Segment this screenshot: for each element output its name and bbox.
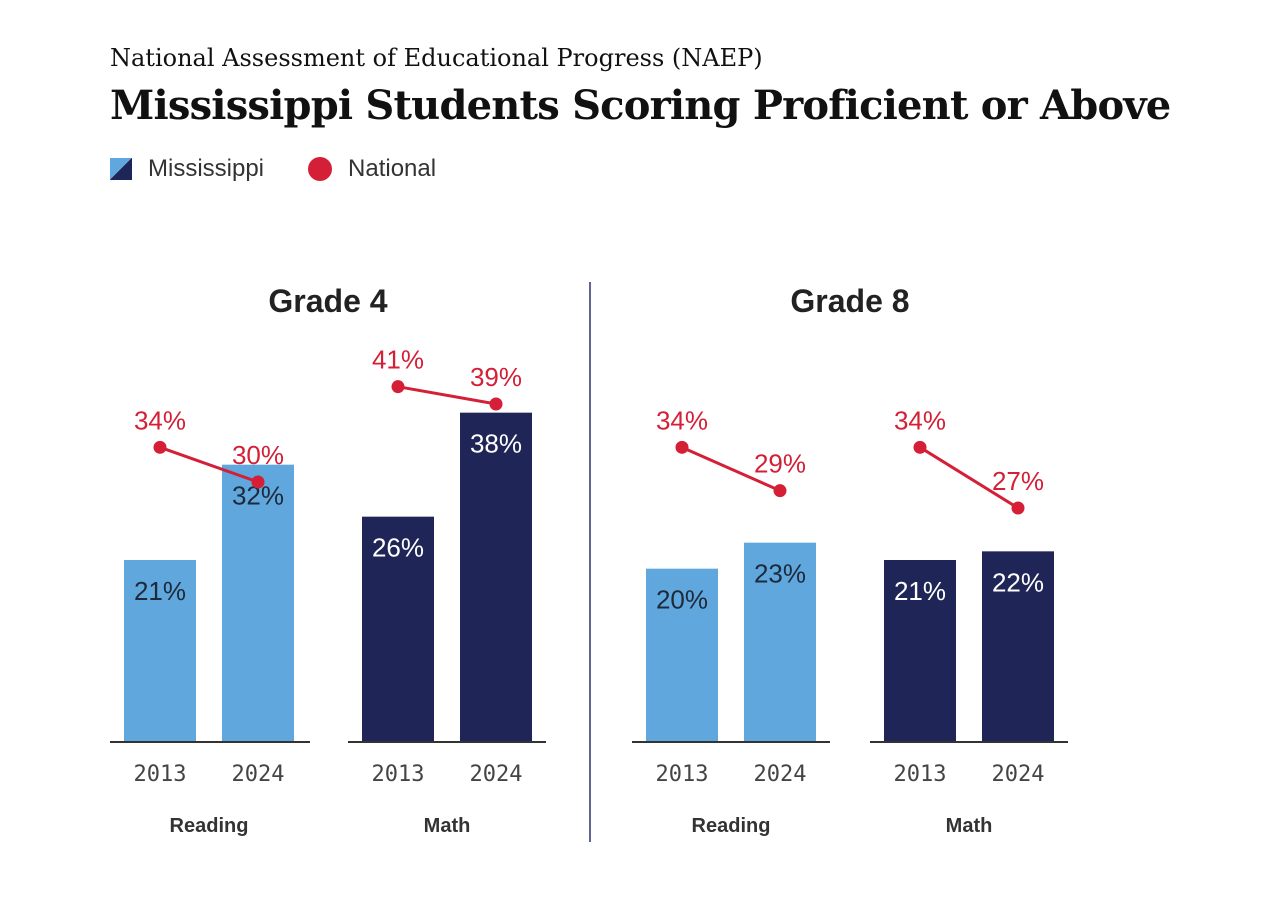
group-label-grade-8-reading: Reading [692,815,771,837]
bar-grade-8-reading-2013 [646,568,718,742]
bar-grade-4-math-2024 [460,412,532,742]
national-point-grade-8-reading-2024 [773,484,787,498]
tick-label-grade-8-reading-2024: 2024 [754,762,807,787]
bar-grade-8-reading-2024 [744,542,816,742]
group-label-grade-8-math: Math [946,815,993,837]
legend-label-national: National [348,155,437,182]
tick-label-grade-4-math-2013: 2013 [372,762,425,787]
tick-label-grade-4-reading-2013: 2013 [134,762,187,787]
national-label-grade-8-math-2013: 34% [894,405,946,435]
tick-label-grade-4-reading-2024: 2024 [232,762,285,787]
bar-label-grade-8-reading-2013: 20% [656,585,708,615]
tick-label-grade-8-reading-2013: 2013 [656,762,709,787]
national-point-grade-8-math-2024 [1011,501,1025,515]
national-point-grade-4-reading-2024 [251,475,265,489]
group-label-grade-4-reading: Reading [170,815,249,837]
bar-grade-4-reading-2013 [124,560,196,742]
national-line-grade-8-reading [681,445,781,493]
national-line-grade-4-reading [159,445,259,484]
tick-label-grade-4-math-2024: 2024 [470,762,523,787]
bar-grade-8-math-2024 [982,551,1054,742]
panel-title-grade-8: Grade 8 [790,283,909,319]
national-label-grade-4-math-2013: 41% [372,345,424,375]
bar-grade-4-math-2013 [362,516,434,742]
national-line-grade-8-math [919,446,1019,510]
national-point-grade-8-reading-2013 [675,440,689,454]
chart-subtitle: National Assessment of Educational Progr… [110,44,763,72]
group-label-grade-4-math: Math [424,815,471,837]
bar-grade-4-reading-2024 [222,464,294,742]
legend-dot-icon [308,157,333,181]
bar-label-grade-4-math-2024: 38% [470,429,522,459]
legend-item-mississippi: Mississippi [110,155,264,183]
panel-title-grade-4: Grade 4 [268,283,387,319]
bar-label-grade-8-reading-2024: 23% [754,559,806,589]
national-point-grade-4-reading-2013 [153,440,167,454]
national-label-grade-8-reading-2013: 34% [656,405,708,435]
chart-title: Mississippi Students Scoring Proficient … [110,82,1171,129]
bar-label-grade-4-reading-2013: 21% [134,576,186,606]
national-point-grade-4-math-2024 [489,397,503,411]
bar-label-grade-8-math-2013: 21% [894,576,946,606]
tick-label-grade-8-math-2013: 2013 [894,762,947,787]
legend-item-national: National [308,155,436,183]
legend: Mississippi National [110,152,480,186]
national-label-grade-4-math-2024: 39% [470,362,522,392]
bar-label-grade-4-math-2013: 26% [372,533,424,563]
legend-label-mississippi: Mississippi [148,155,265,182]
national-label-grade-4-reading-2024: 30% [232,440,284,470]
bar-grade-8-math-2013 [884,560,956,742]
national-label-grade-8-math-2024: 27% [992,466,1044,496]
national-line-grade-4-math [397,385,497,406]
national-point-grade-4-math-2013 [391,380,405,394]
legend-swatch-icon [110,158,132,180]
national-label-grade-8-reading-2024: 29% [754,449,806,479]
national-point-grade-8-math-2013 [913,440,927,454]
bar-label-grade-8-math-2024: 22% [992,567,1044,597]
tick-label-grade-8-math-2024: 2024 [992,762,1045,787]
national-label-grade-4-reading-2013: 34% [134,405,186,435]
